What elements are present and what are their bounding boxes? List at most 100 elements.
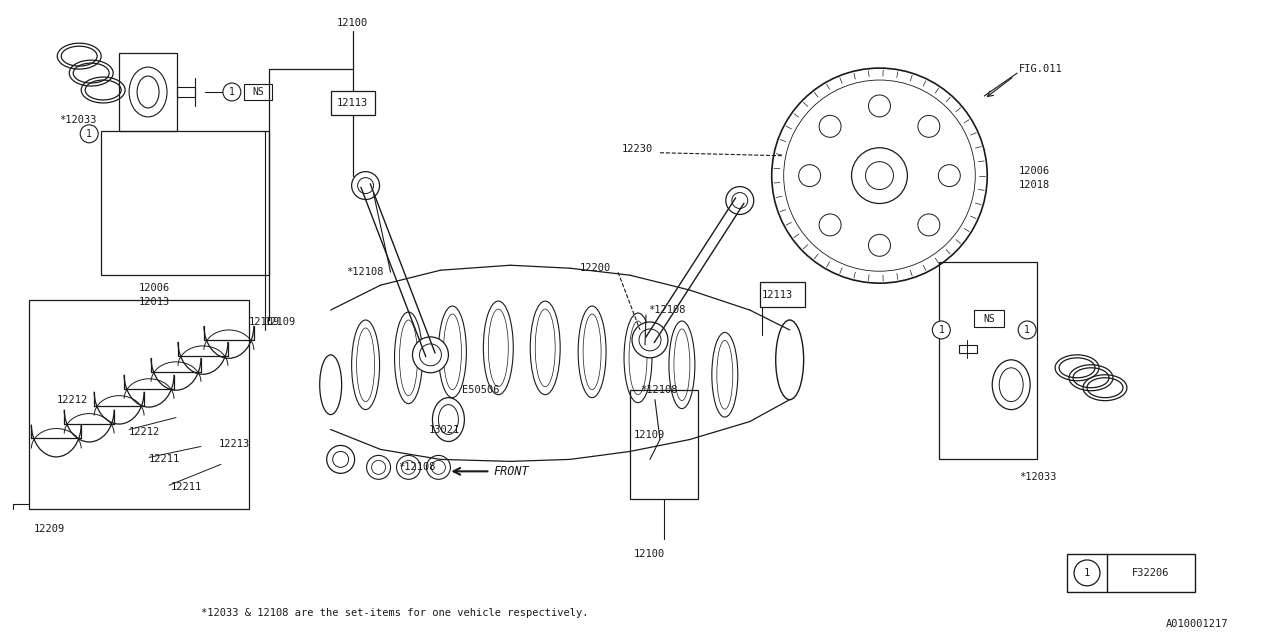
- Ellipse shape: [717, 340, 732, 409]
- Circle shape: [772, 68, 987, 283]
- Ellipse shape: [675, 329, 690, 401]
- Text: FIG.011: FIG.011: [1019, 64, 1062, 74]
- Circle shape: [223, 83, 241, 101]
- Circle shape: [402, 460, 416, 474]
- Text: 12109: 12109: [248, 317, 280, 327]
- Text: *12108: *12108: [346, 268, 383, 277]
- Circle shape: [918, 214, 940, 236]
- Ellipse shape: [712, 332, 737, 417]
- Text: 12013: 12013: [140, 297, 170, 307]
- Text: 12209: 12209: [33, 524, 64, 534]
- Circle shape: [1074, 560, 1100, 586]
- Circle shape: [1018, 321, 1036, 339]
- Circle shape: [357, 178, 374, 193]
- Ellipse shape: [357, 328, 375, 402]
- Bar: [959, 345, 977, 353]
- Text: 12109: 12109: [265, 317, 296, 327]
- Circle shape: [726, 187, 754, 214]
- Ellipse shape: [394, 312, 422, 404]
- Text: 13021: 13021: [429, 424, 460, 435]
- Circle shape: [799, 164, 820, 187]
- Bar: [177, 87, 195, 97]
- Circle shape: [851, 148, 908, 204]
- Circle shape: [918, 115, 940, 138]
- Text: 12113: 12113: [337, 98, 369, 108]
- Bar: [244, 84, 271, 100]
- Text: 12212: 12212: [56, 395, 87, 404]
- Ellipse shape: [625, 313, 652, 403]
- Text: 12230: 12230: [622, 144, 653, 154]
- Circle shape: [366, 456, 390, 479]
- Text: 1: 1: [1084, 568, 1091, 578]
- Ellipse shape: [535, 309, 556, 387]
- Text: *12033: *12033: [1019, 472, 1057, 483]
- Text: 12213: 12213: [219, 440, 250, 449]
- Ellipse shape: [579, 306, 605, 397]
- Bar: [119, 53, 177, 131]
- Ellipse shape: [1000, 368, 1023, 402]
- Circle shape: [869, 234, 891, 256]
- Bar: [330, 91, 375, 115]
- Ellipse shape: [669, 321, 695, 408]
- Circle shape: [783, 80, 975, 271]
- Text: 12018: 12018: [1019, 180, 1051, 189]
- Ellipse shape: [439, 306, 466, 397]
- Text: 1: 1: [229, 87, 234, 97]
- Ellipse shape: [352, 320, 380, 410]
- Bar: [1068, 554, 1194, 592]
- Circle shape: [333, 451, 348, 467]
- Circle shape: [81, 125, 99, 143]
- Text: *12033: *12033: [59, 115, 97, 125]
- Ellipse shape: [433, 397, 465, 442]
- Text: *12108: *12108: [640, 385, 677, 395]
- Circle shape: [869, 95, 891, 117]
- Ellipse shape: [399, 320, 417, 396]
- Text: *12108: *12108: [648, 305, 686, 315]
- Text: 12212: 12212: [129, 426, 160, 436]
- Circle shape: [938, 164, 960, 187]
- Text: 12006: 12006: [140, 283, 170, 293]
- Ellipse shape: [992, 360, 1030, 410]
- Circle shape: [397, 456, 420, 479]
- Text: NS: NS: [252, 87, 264, 97]
- Text: 12109: 12109: [634, 429, 666, 440]
- Circle shape: [412, 337, 448, 372]
- Circle shape: [639, 329, 660, 351]
- Circle shape: [326, 445, 355, 474]
- Text: 12200: 12200: [580, 263, 612, 273]
- Circle shape: [352, 172, 380, 200]
- Text: 12211: 12211: [148, 454, 180, 465]
- Text: FRONT: FRONT: [493, 465, 529, 478]
- Ellipse shape: [584, 314, 602, 390]
- Circle shape: [932, 321, 950, 339]
- Text: NS: NS: [983, 314, 995, 323]
- Text: 12100: 12100: [337, 19, 369, 28]
- Bar: [630, 390, 698, 499]
- Text: 12100: 12100: [634, 549, 666, 559]
- Text: F32206: F32206: [1132, 568, 1170, 578]
- Circle shape: [819, 115, 841, 138]
- Ellipse shape: [628, 321, 646, 395]
- Circle shape: [732, 193, 748, 209]
- Circle shape: [819, 214, 841, 236]
- Bar: [29, 300, 248, 509]
- Circle shape: [426, 456, 451, 479]
- Circle shape: [632, 322, 668, 358]
- Ellipse shape: [530, 301, 561, 395]
- Ellipse shape: [484, 301, 513, 395]
- Circle shape: [431, 460, 445, 474]
- Ellipse shape: [439, 404, 458, 435]
- Circle shape: [420, 344, 442, 366]
- Bar: [974, 310, 1005, 327]
- Text: *12033 & 12108 are the set-items for one vehicle respectively.: *12033 & 12108 are the set-items for one…: [201, 608, 589, 618]
- Text: 12006: 12006: [1019, 166, 1051, 175]
- Text: *12108: *12108: [398, 462, 436, 472]
- Text: 12113: 12113: [762, 290, 794, 300]
- Bar: [101, 131, 269, 275]
- Text: 1: 1: [938, 325, 945, 335]
- Bar: [940, 262, 1037, 460]
- Text: 12211: 12211: [172, 483, 202, 492]
- Circle shape: [371, 460, 385, 474]
- Circle shape: [865, 162, 893, 189]
- Text: 1: 1: [86, 129, 92, 139]
